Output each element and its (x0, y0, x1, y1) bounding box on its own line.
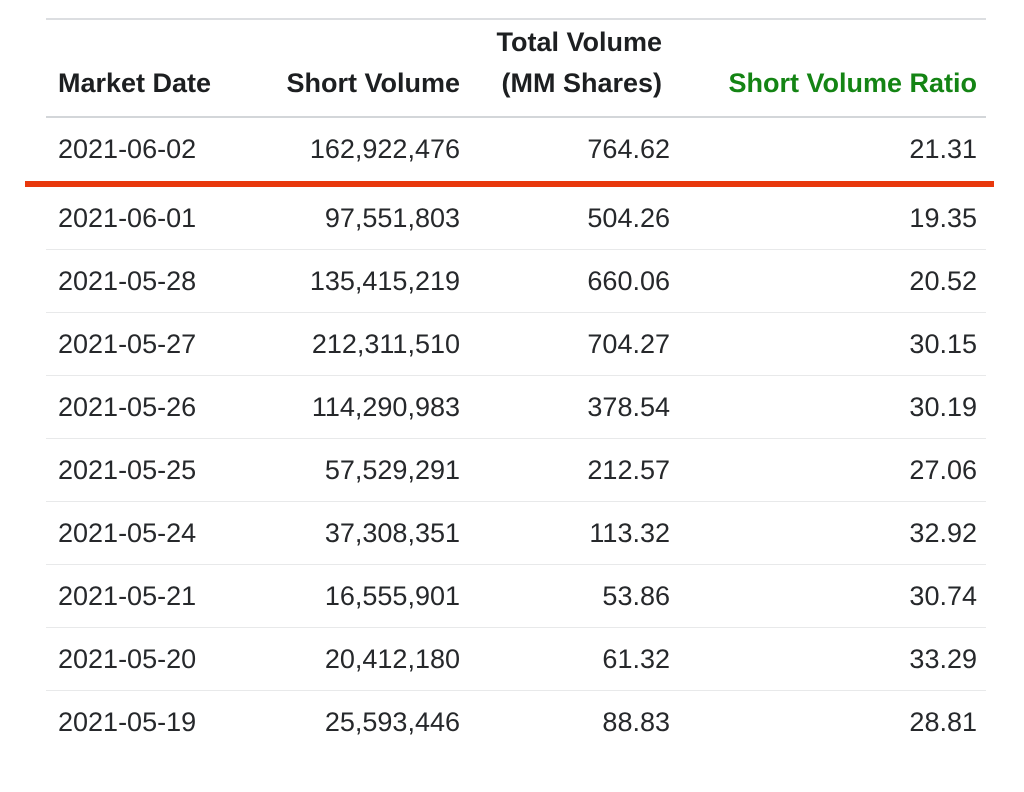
table-row: 2021-05-28 135,415,219 660.06 20.52 (46, 250, 986, 313)
total-volume-cell: 378.54 (587, 391, 670, 422)
market-date-cell: 2021-05-19 (58, 707, 197, 737)
short-volume-cell: 114,290,983 (311, 391, 460, 422)
table-row: 2021-05-21 16,555,901 53.86 30.74 (46, 565, 986, 628)
table-body: 2021-06-02 162,922,476 764.62 21.31 2021… (25, 118, 994, 754)
table-row: 2021-05-25 57,529,291 212.57 27.06 (46, 439, 986, 502)
short-volume-cell: 20,412,180 (324, 643, 460, 674)
total-volume-cell: 61.32 (602, 643, 670, 674)
market-date-cell: 2021-05-27 (58, 328, 197, 359)
table-row: 2021-06-01 97,551,803 504.26 19.35 (46, 187, 986, 250)
latest-row-highlight-divider (25, 181, 994, 187)
ratio-cell: 30.19 (909, 391, 977, 422)
table-header-row: Market Date Short Volume Total Volume (M… (46, 18, 986, 118)
ratio-cell: 20.52 (909, 265, 977, 296)
total-volume-cell: 212.57 (587, 454, 670, 485)
market-date-cell: 2021-05-20 (58, 643, 197, 674)
total-volume-cell: 660.06 (587, 265, 670, 296)
ratio-cell: 32.92 (909, 517, 977, 548)
short-volume-cell: 135,415,219 (309, 265, 460, 296)
column-header-total-volume-line1: Total Volume (496, 27, 662, 57)
short-volume-cell: 16,555,901 (324, 580, 460, 611)
market-date-cell: 2021-06-01 (58, 202, 197, 233)
short-volume-cell: 212,311,510 (311, 328, 460, 359)
ratio-cell: 28.81 (909, 707, 977, 737)
table-row: 2021-05-26 114,290,983 378.54 30.19 (46, 376, 986, 439)
column-header-market-date[interactable]: Market Date (58, 68, 212, 98)
total-volume-cell: 704.27 (587, 328, 670, 359)
market-date-cell: 2021-06-02 (58, 134, 197, 164)
short-volume-cell: 162,922,476 (309, 134, 460, 164)
ratio-cell: 33.29 (909, 643, 977, 674)
ratio-cell: 21.31 (909, 134, 977, 164)
short-volume-cell: 57,529,291 (324, 454, 460, 485)
column-header-total-volume[interactable]: Total Volume (MM Shares) (460, 22, 670, 116)
market-date-cell: 2021-05-28 (58, 265, 197, 296)
total-volume-cell: 764.62 (587, 134, 670, 164)
column-header-short-volume[interactable]: Short Volume (286, 68, 460, 98)
total-volume-cell: 53.86 (602, 580, 670, 611)
ratio-cell: 27.06 (909, 454, 977, 485)
ratio-cell: 30.74 (909, 580, 977, 611)
table-row: 2021-05-19 25,593,446 88.83 28.81 (46, 691, 986, 754)
market-date-cell: 2021-05-25 (58, 454, 197, 485)
column-header-total-volume-line2: (MM Shares) (501, 68, 662, 98)
short-volume-table: Market Date Short Volume Total Volume (M… (25, 18, 994, 754)
short-volume-cell: 37,308,351 (324, 517, 460, 548)
ratio-cell: 30.15 (909, 328, 977, 359)
table-row: 2021-06-02 162,922,476 764.62 21.31 (46, 118, 986, 181)
table-row: 2021-05-24 37,308,351 113.32 32.92 (46, 502, 986, 565)
short-volume-cell: 25,593,446 (324, 707, 460, 737)
ratio-cell: 19.35 (909, 202, 977, 233)
total-volume-cell: 88.83 (602, 707, 670, 737)
table-row: 2021-05-20 20,412,180 61.32 33.29 (46, 628, 986, 691)
market-date-cell: 2021-05-24 (58, 517, 197, 548)
total-volume-cell: 113.32 (589, 517, 670, 548)
table-row: 2021-05-27 212,311,510 704.27 30.15 (46, 313, 986, 376)
total-volume-cell: 504.26 (587, 202, 670, 233)
short-volume-cell: 97,551,803 (324, 202, 460, 233)
market-date-cell: 2021-05-21 (58, 580, 197, 611)
market-date-cell: 2021-05-26 (58, 391, 197, 422)
column-header-short-volume-ratio[interactable]: Short Volume Ratio (728, 68, 977, 98)
